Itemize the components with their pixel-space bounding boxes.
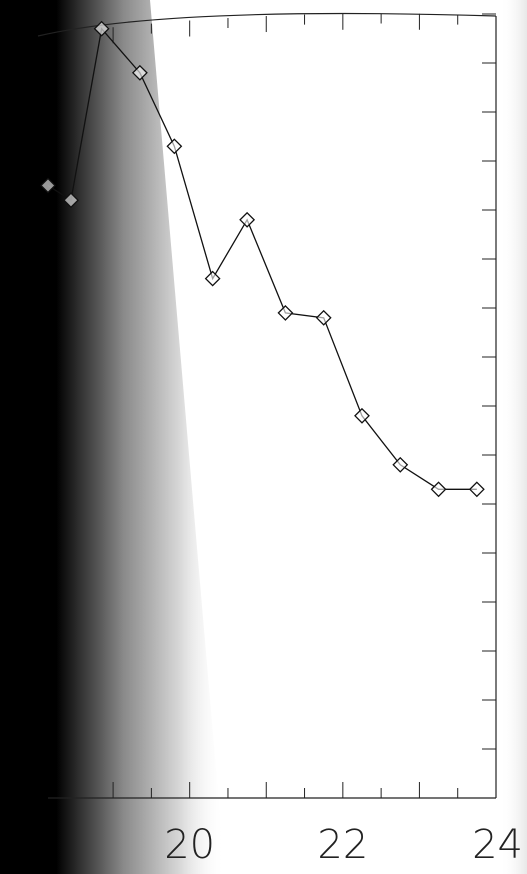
data-point [204, 270, 221, 287]
page-curl-shadow [0, 0, 225, 874]
page-edge-shade [500, 0, 527, 874]
data-point [392, 456, 409, 473]
top-axis-line [37, 12, 497, 37]
data-point [315, 309, 332, 326]
data-point [354, 407, 370, 424]
data-point [430, 481, 447, 498]
data-point [63, 192, 79, 209]
x-tick-label: 22 [317, 822, 368, 868]
data-point [468, 481, 485, 498]
data-point [166, 138, 183, 155]
data-point [277, 304, 294, 321]
x-tick-label: 20 [164, 822, 215, 868]
data-point [40, 177, 56, 194]
data-point [239, 211, 256, 228]
data-point [93, 20, 110, 37]
data-point [131, 64, 148, 81]
x-tick-label: 24 [472, 822, 523, 868]
